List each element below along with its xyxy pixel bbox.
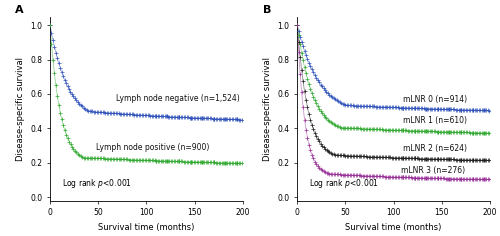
- Text: mLNR 0 (n=914): mLNR 0 (n=914): [404, 95, 468, 105]
- Text: Lymph node negative (n=1,524): Lymph node negative (n=1,524): [116, 94, 240, 103]
- Text: mLNR 1 (n=610): mLNR 1 (n=610): [404, 116, 468, 125]
- Text: Lymph node positive (n=900): Lymph node positive (n=900): [96, 143, 210, 152]
- Text: Log rank $p$<0.001: Log rank $p$<0.001: [62, 177, 132, 190]
- Text: B: B: [262, 5, 271, 16]
- Text: mLNR 3 (n=276): mLNR 3 (n=276): [402, 166, 466, 175]
- Y-axis label: Disease-specific survival: Disease-specific survival: [16, 57, 24, 160]
- X-axis label: Survival time (months): Survival time (months): [346, 223, 442, 232]
- Text: mLNR 2 (n=624): mLNR 2 (n=624): [404, 144, 468, 153]
- X-axis label: Survival time (months): Survival time (months): [98, 223, 194, 232]
- Text: A: A: [16, 5, 24, 16]
- Y-axis label: Disease-specific survival: Disease-specific survival: [263, 57, 272, 160]
- Text: Log rank $p$<0.001: Log rank $p$<0.001: [309, 177, 378, 190]
